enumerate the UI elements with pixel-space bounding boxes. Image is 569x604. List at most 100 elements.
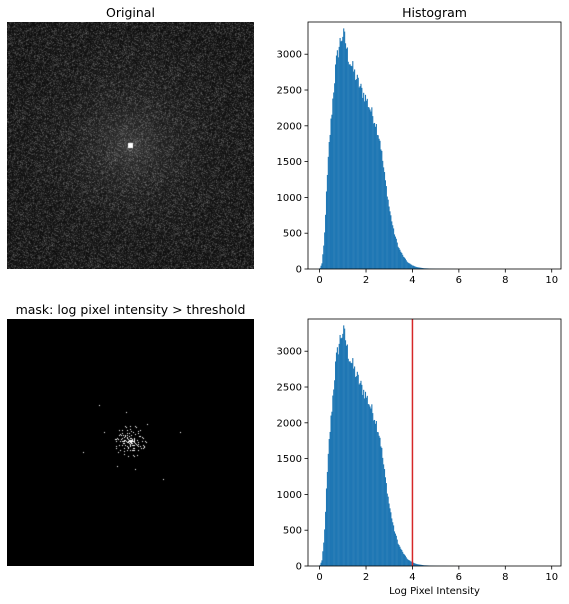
hist-top-bar	[368, 107, 370, 270]
hist-bottom-bar	[388, 503, 390, 566]
hist-top-bar	[339, 37, 341, 270]
hist-bottom-bar	[357, 374, 359, 566]
hist-bottom-bar	[335, 361, 337, 566]
hist-top-bar	[399, 249, 401, 269]
hist-bottom-y-tick-label: 1000	[277, 490, 302, 501]
hist-bottom-bar	[408, 560, 410, 566]
hist-top-bar	[381, 150, 383, 269]
hist-top-bar	[416, 267, 418, 269]
hist-bottom-bar	[331, 411, 333, 566]
hist-top-bar	[336, 50, 338, 269]
hist-bottom-bar	[391, 518, 393, 566]
hist-bottom-bar	[356, 371, 358, 566]
hist-bottom-y-tick-label: 2000	[277, 418, 302, 429]
hist-bottom-bar	[360, 380, 362, 566]
hist-bottom-bar	[328, 438, 330, 566]
hist-top-bar	[390, 215, 392, 269]
hist-top-bar	[367, 107, 369, 269]
hist-bottom-y-tick-label: 3000	[277, 347, 302, 358]
hist-bottom-bar	[395, 535, 397, 566]
hist-bottom-bar	[420, 564, 422, 566]
hist-top-frame	[307, 21, 562, 270]
hist-top-bar	[323, 245, 325, 269]
hist-bottom-bar	[405, 557, 407, 566]
hist-bottom-bar	[326, 471, 328, 566]
hist-top-bar	[348, 64, 350, 269]
hist-bottom-bar	[354, 377, 357, 566]
mask-image	[7, 319, 254, 566]
mask-title: mask: log pixel intensity > threshold	[15, 302, 246, 317]
hist-bottom-bar	[319, 564, 321, 566]
hist-bottom-bar	[332, 395, 334, 566]
hist-top-bar	[344, 43, 347, 269]
hist-bottom-bar	[396, 539, 398, 566]
hist-top-bar	[327, 156, 329, 269]
histogram-title: Histogram	[402, 5, 467, 20]
hist-bottom-bar	[373, 420, 375, 566]
hist-bottom-bar	[371, 404, 373, 566]
hist-top-bar	[412, 265, 414, 269]
histogram-chart: 0 2 4 6 8 10 0 500 1000 1500 2000 2500 3000	[277, 21, 562, 286]
hist-top-bar	[333, 92, 335, 270]
hist-top-bar	[413, 266, 416, 269]
hist-bottom-bar	[409, 560, 411, 566]
hist-top-bar	[392, 225, 394, 269]
hist-top-bar	[358, 87, 360, 269]
hist-top-bar	[408, 263, 410, 269]
hist-top-bar	[386, 196, 388, 269]
hist-bottom-bar	[419, 564, 421, 566]
hist-bottom-bar	[334, 380, 336, 566]
hist-top-bar	[346, 47, 348, 269]
hist-top-bar	[361, 87, 363, 269]
hist-top-bar	[324, 232, 326, 269]
hist-top-bar	[345, 48, 348, 269]
hist-top-bar	[383, 167, 385, 269]
hist-bottom-bar	[379, 437, 381, 566]
hist-top-bar	[393, 228, 395, 269]
hist-bottom-bar	[381, 447, 383, 566]
hist-bottom-bar	[364, 391, 367, 566]
hist-top-bar	[404, 258, 406, 269]
hist-bottom-bar	[422, 565, 424, 566]
hist-top-bar	[352, 61, 354, 269]
hist-bottom-bar	[322, 551, 324, 566]
hist-bottom-y-tick-label: 500	[283, 526, 302, 537]
hist-top-bar	[394, 236, 396, 269]
hist-bottom-bar	[325, 488, 328, 566]
hist-top-bar	[419, 267, 421, 269]
hist-bottom-bar	[365, 397, 367, 566]
hist-bottom-bar	[353, 368, 355, 566]
hist-top-bar	[370, 111, 372, 269]
hist-top-y-tick-label: 3000	[277, 50, 302, 61]
hist-top-bar	[362, 97, 364, 269]
hist-top-bar	[403, 256, 405, 269]
hist-top-bar	[332, 98, 334, 269]
hist-top-bar	[360, 83, 362, 269]
hist-top-bar	[338, 46, 340, 269]
hist-top-bar	[395, 238, 397, 269]
hist-top-bar	[400, 251, 402, 269]
hist-top-bar	[411, 264, 413, 269]
hist-bottom-bar	[320, 562, 322, 566]
hist-top-bar	[406, 261, 408, 269]
hist-bottom-bar	[385, 483, 387, 566]
hist-top-bar	[421, 267, 423, 269]
hist-bottom-bar	[380, 446, 382, 566]
hist-top-bar	[422, 268, 424, 269]
mask-canvas	[7, 319, 254, 566]
original-noise-canvas	[7, 22, 254, 269]
hist-top-bar	[389, 211, 391, 269]
hist-bottom-bar	[412, 562, 415, 566]
hist-bottom-bar	[407, 559, 409, 566]
hist-top-bar	[344, 31, 346, 270]
hist-bottom-bar	[362, 394, 364, 566]
hist-bottom-bar	[404, 555, 406, 566]
hist-top-bar	[387, 199, 389, 269]
original-image	[7, 22, 254, 269]
hist-top-bar	[412, 265, 415, 269]
hist-top-bar	[319, 267, 321, 269]
hist-bottom-bar	[384, 477, 386, 566]
hist-top-bar	[321, 263, 323, 269]
hist-bottom-bar	[406, 558, 408, 566]
